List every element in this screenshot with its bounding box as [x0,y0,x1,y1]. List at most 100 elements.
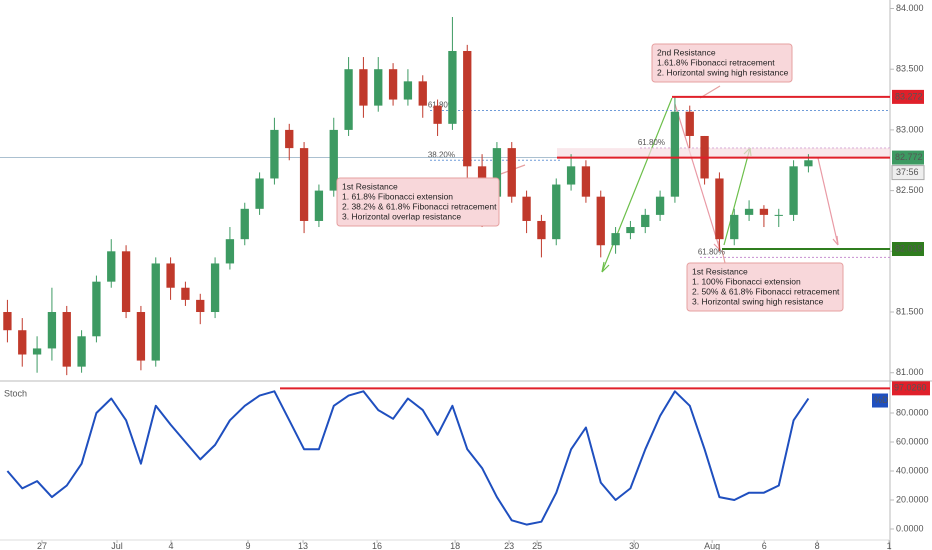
candle-body [730,214,739,240]
x-tick-label: 8 [815,541,820,550]
candle-body [655,196,665,215]
candle-body [359,69,368,106]
callout-line [721,249,726,264]
fib-label: 61.80% [638,138,665,147]
price-tag-label: 83.272 [895,91,923,101]
annotation-text: 2nd Resistance [657,47,716,57]
arrow-head [601,261,610,273]
candle-body [744,208,754,215]
arrow-head [832,235,839,246]
annotation-box [686,262,844,312]
candle-body [329,129,338,191]
candle-body [181,287,190,300]
candle-body [3,312,12,331]
candle-body [107,251,116,282]
candle-body [759,208,769,215]
x-tick-label: 23 [504,541,514,550]
annotation-text: 3. Horizontal swing high resistance [692,296,824,306]
candle-body [240,208,249,240]
annotation-box [651,43,793,83]
arrow [723,147,751,246]
y2-tick-label: 80.0000 [896,407,929,417]
candle-body [210,263,220,313]
x-tick-label: Aug [704,541,720,550]
candle-body [552,184,561,240]
y-tick-label: 81.000 [896,367,924,377]
arrow [674,103,721,251]
fib-label: 61.80% [698,247,725,256]
candle-body [255,178,264,209]
y-tick-label: 84.000 [896,3,924,13]
candle-body [433,105,442,124]
x-tick-label: Jul [111,541,123,550]
price-tag-label: 82.772 [895,152,923,162]
y2-tick-label: 0.0000 [896,523,924,533]
candle-body [596,196,605,246]
y-tick-label: 82.500 [896,185,924,195]
stoch-level-label: 97.0260 [894,383,927,393]
countdown: 37:56 [896,167,919,177]
stoch-title: Stoch [4,388,27,398]
x-tick-label: 27 [37,541,47,550]
candle-body [492,148,502,197]
y2-tick-label: 60.0000 [896,436,929,446]
resistance-zone [557,148,890,158]
candle-body [92,281,101,337]
candle-body [18,330,27,355]
candle-body [685,111,694,136]
annotation-text: 2. 50% & 61.8% Fibonacci retracement [692,286,840,296]
candle-body [196,299,205,313]
x-tick-label: 25 [532,541,542,550]
annotation-text: 3. Horizontal overlap resistance [342,211,461,221]
x-tick-label: 13 [298,541,308,550]
candle-body [448,50,457,124]
candle-body [151,263,160,361]
fib-label: 61.80% [428,101,455,110]
candle-body [611,233,620,246]
candle-body [774,214,783,216]
candle-body [47,312,57,349]
y2-tick-label: 20.0000 [896,494,929,504]
x-tick-label: 6 [762,541,767,550]
candle-body [507,148,516,197]
x-tick-label: 4 [169,541,174,550]
candle-body [225,239,235,264]
annotation-text: 1. 100% Fibonacci extension [692,276,801,286]
annotation-text: 1.61.8% Fibonacci retracement [657,57,775,67]
arrow [817,157,839,246]
price-tag [892,242,924,257]
stoch-tag [872,393,888,408]
fib-label: 38.20% [428,150,455,159]
annotation-text: 2. Horizontal swing high resistance [657,67,789,77]
candle-body [136,312,146,361]
candle-body [566,166,576,185]
candle-body [299,148,309,221]
x-tick-label: 9 [246,541,251,550]
candle-body [77,336,86,367]
annotation-text: 1. 61.8% Fibonacci extension [342,191,453,201]
candle-body [344,69,353,130]
candle-body [314,190,324,221]
candle-body [270,129,279,179]
y2-tick-label: 40.0000 [896,465,929,475]
candle-body [166,263,175,288]
candle-body [804,160,813,167]
candle-body [418,81,427,106]
candle-body [715,178,724,240]
x-tick-label: 16 [372,541,382,550]
candle-body [522,196,531,221]
candle-body [121,251,131,313]
stoch-line [6,390,810,526]
candle-body [62,312,71,367]
stoch-level-tag [892,381,930,396]
candle-body [789,166,798,215]
candle-body [626,227,635,234]
candle-body [285,129,294,149]
annotation-box [336,177,500,227]
y-tick-label: 81.500 [896,306,924,316]
countdown-tag [891,165,925,181]
